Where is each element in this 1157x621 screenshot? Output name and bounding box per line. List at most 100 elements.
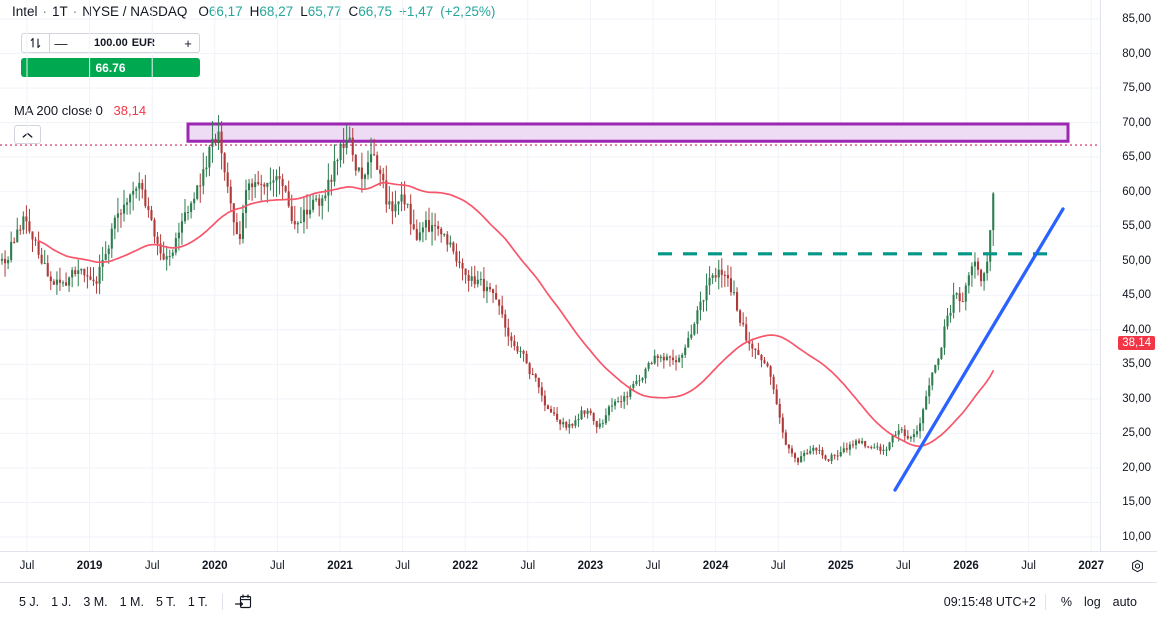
candle-body [122,204,126,214]
candle-body [153,219,156,237]
buy-button[interactable]: 66.76 [21,58,200,77]
price-tick: 25,00 [1122,427,1151,440]
candle-body [366,162,370,175]
candle-body [922,409,925,424]
candle-body [894,434,897,436]
candle-body [412,224,415,230]
candle-body [617,401,620,403]
candle-body [675,360,678,363]
candle-body [589,410,592,414]
price-axis[interactable]: 85,00 80,00 75,00 70,00 65,00 60,00 55,00 50,00… [1100,0,1157,551]
price-tick: 60,00 [1122,185,1151,198]
candle-body [476,279,479,285]
candle-body [678,357,681,363]
candle-body [220,131,223,154]
candle-body [525,353,528,364]
candle-body [385,180,388,205]
candle-body [824,455,827,460]
time-tick: 2020 [202,560,228,572]
candle-body [95,281,98,284]
time-axis[interactable]: Jul 2019 Jul 2020 Jul 2021 Jul 2022 Jul 2023 Jul 20… [0,551,1157,582]
candle-body [806,452,809,454]
candle-body [867,446,870,448]
time-tick: 2024 [702,560,729,572]
candle-body [376,155,379,170]
range-button-0[interactable]: 5 J. [19,595,40,609]
time-tick: Jul [19,560,35,572]
range-button-1[interactable]: 1 J. [51,595,72,609]
candle-body [305,209,309,215]
candle-body [647,362,650,369]
quantity-bar: — 100.00 EUR + [21,33,200,53]
candle-body [772,376,775,390]
candle-body [61,282,65,284]
candle-body [925,396,928,410]
legend-separator-2: · [72,4,78,19]
candle-body [610,405,614,407]
resistance-zone-rect[interactable] [186,122,1070,143]
candle-body [147,206,150,211]
ohlc-open: O66,17 [198,4,242,19]
candle-body [388,201,391,205]
price-tick: 50,00 [1122,254,1151,267]
trendline-path[interactable] [893,207,1065,492]
range-button-2[interactable]: 3 M. [83,595,108,609]
ascending-trendline[interactable] [893,207,1065,492]
resistance-zone[interactable] [186,122,1070,143]
candle-body [34,239,37,241]
bottom-toolbar: 5 J. 1 J. 3 M. 1 M. 5 T. 1 T. 09:15:48 UTC+2 … [0,582,1157,621]
candle-body [248,183,251,191]
candle-body [766,363,769,367]
candle-body [98,266,101,284]
candle-body [208,146,211,168]
quantity-value-group[interactable]: 100.00 EUR [72,34,177,52]
range-button-5[interactable]: 1 T. [187,595,208,609]
quantity-increase-button[interactable]: + [184,35,192,51]
ohlc-low-value: 65,77 [307,4,342,19]
candle-body [342,143,345,149]
candle-body [296,222,299,225]
candle-body [553,412,556,414]
candle-body [885,449,888,451]
swap-vertical-icon[interactable] [22,34,50,52]
chart-plot-area[interactable] [0,0,1100,551]
candle-body [293,221,296,225]
interval-label[interactable]: 1T [52,4,68,19]
candle-body [135,188,138,191]
candle-body [699,301,702,311]
current-price-badge[interactable]: 38,14 [1118,335,1155,350]
target-settings-icon[interactable] [1130,559,1145,579]
calendar-goto-icon[interactable] [232,591,255,614]
candle-body [760,355,763,361]
scale-log-button[interactable]: log [1083,595,1101,609]
scale-percent-button[interactable]: % [1060,595,1072,609]
candle-body [113,217,116,229]
candle-body [543,395,546,406]
range-button-4[interactable]: 5 T. [155,595,176,609]
candle-body [851,444,854,446]
candle-body [903,429,906,437]
indicator-name[interactable]: MA 200 [14,103,59,118]
candle-body [119,213,122,215]
candle-body [309,209,312,215]
candle-body [336,159,339,162]
candle-body [973,261,976,267]
candle-body [269,182,272,184]
candle-body [452,242,455,252]
candle-body [641,378,644,381]
candle-body [290,206,293,222]
candle-body [556,413,559,420]
scale-auto-button[interactable]: auto [1112,595,1137,609]
candle-body [803,452,806,457]
quantity-decrease-button[interactable]: — [54,35,68,51]
symbol-name[interactable]: Intel [12,4,38,19]
candle-body [537,377,540,388]
ohlc-high: H68,27 [250,4,294,19]
range-button-3[interactable]: 1 M. [119,595,144,609]
candle-body [580,410,583,420]
candle-body [446,234,449,245]
candle-body [763,360,766,364]
ohlc-change-percent: (+2,25%) [440,4,496,19]
candle-body [937,358,940,366]
candle-body [104,254,107,261]
